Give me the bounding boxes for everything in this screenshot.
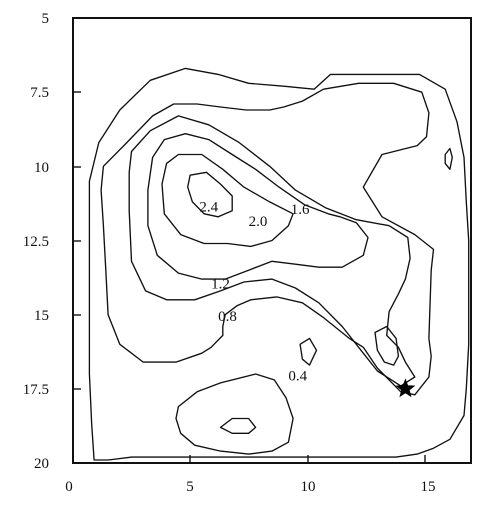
x-tick-label-0: 0 <box>65 479 73 495</box>
contour-line-1-6 <box>147 133 369 280</box>
x-tick-label-15: 15 <box>421 479 436 495</box>
contour-lines <box>88 67 470 461</box>
contour-label-2-0: 2.0 <box>249 214 268 230</box>
contour-line-mid-small <box>299 337 318 366</box>
contour-line-1-2 <box>128 115 416 387</box>
contour-line-2-0 <box>161 153 294 248</box>
y-axis: 5 7.5 10 12.5 15 17.5 20 <box>23 11 81 472</box>
y-tick-label-5: 5 <box>42 11 50 27</box>
contour-label-0-4: 0.4 <box>288 368 307 384</box>
contour-line-2-4 <box>187 171 233 218</box>
contour-label-1-2: 1.2 <box>211 276 230 292</box>
contour-line-right-small <box>444 147 453 170</box>
contour-labels: 2.4 2.0 1.6 1.2 0.8 0.4 <box>199 199 310 384</box>
contour-label-1-6: 1.6 <box>291 202 310 218</box>
y-tick-label-10: 10 <box>34 160 49 176</box>
y-tick-label-7-5: 7.5 <box>30 85 49 101</box>
x-tick-label-10: 10 <box>301 479 316 495</box>
contour-line-0-8 <box>100 82 435 396</box>
star-marker <box>395 378 416 398</box>
y-tick-label-20: 20 <box>34 456 49 472</box>
x-tick-label-5: 5 <box>186 479 194 495</box>
y-tick-label-17-5: 17.5 <box>23 382 49 398</box>
contour-label-2-4: 2.4 <box>199 199 218 215</box>
contour-line-small-peak <box>374 325 400 366</box>
contour-line-0-4 <box>88 67 470 461</box>
contour-label-0-8: 0.8 <box>218 309 237 325</box>
y-tick-label-12-5: 12.5 <box>23 234 49 250</box>
contour-line-0-4-bottom <box>175 373 294 455</box>
x-axis: 0 5 10 15 <box>65 455 436 495</box>
marker-layer <box>395 378 416 398</box>
contour-line-bottom-inner <box>219 417 257 434</box>
y-tick-label-15: 15 <box>34 308 49 324</box>
